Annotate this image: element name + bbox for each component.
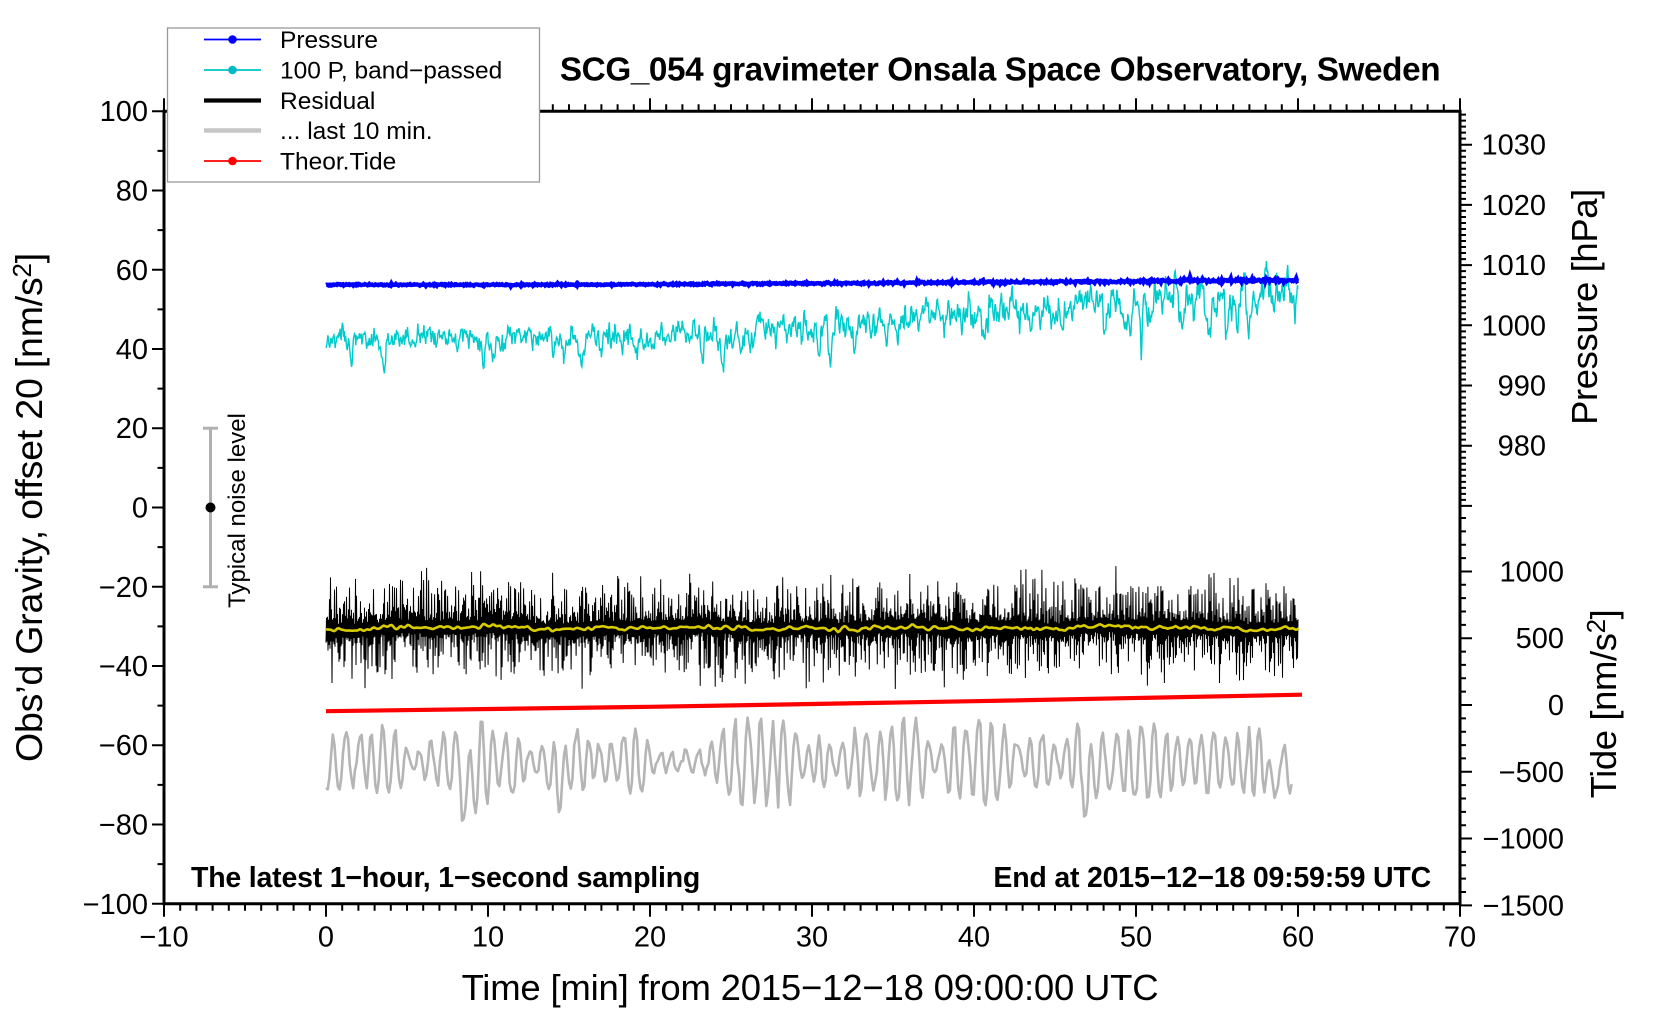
- svg-text:40: 40: [116, 334, 148, 366]
- svg-text:−80: −80: [99, 810, 148, 842]
- svg-text:Pressure: Pressure: [280, 27, 378, 54]
- svg-text:50: 50: [1120, 922, 1152, 954]
- svg-text:1000: 1000: [1499, 557, 1564, 589]
- svg-text:−40: −40: [99, 651, 148, 683]
- svg-text:20: 20: [634, 922, 666, 954]
- svg-text:−10: −10: [139, 922, 188, 954]
- svg-text:980: 980: [1498, 431, 1546, 463]
- svg-text:Time [min] from 2015−12−18 09:: Time [min] from 2015−12−18 09:00:00 UTC: [462, 967, 1159, 1008]
- svg-text:−60: −60: [99, 730, 148, 762]
- svg-text:... last 10 min.: ... last 10 min.: [280, 118, 433, 145]
- svg-text:990: 990: [1498, 371, 1546, 403]
- svg-text:−1500: −1500: [1483, 890, 1564, 922]
- svg-text:60: 60: [116, 255, 148, 287]
- svg-text:Residual: Residual: [280, 88, 375, 115]
- svg-text:60: 60: [1282, 922, 1314, 954]
- svg-text:The latest 1−hour, 1−second sa: The latest 1−hour, 1−second sampling: [191, 862, 700, 894]
- svg-text:0: 0: [318, 922, 334, 954]
- svg-text:100: 100: [100, 96, 148, 128]
- svg-text:−100: −100: [83, 889, 148, 921]
- svg-text:Pressure [hPa]: Pressure [hPa]: [1564, 189, 1605, 425]
- svg-text:30: 30: [796, 922, 828, 954]
- svg-text:Obs’d Gravity, offset 20 [nm/s: Obs’d Gravity, offset 20 [nm/s2]: [7, 253, 50, 762]
- svg-text:Theor.Tide: Theor.Tide: [280, 149, 396, 176]
- svg-text:SCG_054 gravimeter Onsala Spac: SCG_054 gravimeter Onsala Space Observat…: [560, 52, 1440, 89]
- svg-text:0: 0: [1548, 690, 1564, 722]
- svg-text:−20: −20: [99, 572, 148, 604]
- svg-text:20: 20: [116, 413, 148, 445]
- svg-text:40: 40: [958, 922, 990, 954]
- svg-text:1030: 1030: [1481, 130, 1546, 162]
- svg-text:10: 10: [472, 922, 504, 954]
- svg-text:1000: 1000: [1481, 310, 1546, 342]
- svg-text:−1000: −1000: [1483, 824, 1564, 856]
- svg-text:70: 70: [1444, 922, 1476, 954]
- svg-text:1020: 1020: [1481, 190, 1546, 222]
- svg-text:500: 500: [1516, 623, 1564, 655]
- svg-text:−500: −500: [1499, 757, 1564, 789]
- svg-text:Typical noise level: Typical noise level: [224, 413, 251, 608]
- svg-text:100 P, band−passed: 100 P, band−passed: [280, 58, 502, 85]
- svg-text:0: 0: [132, 493, 148, 525]
- svg-text:Tide [nm/s2]: Tide [nm/s2]: [1581, 610, 1624, 799]
- svg-text:1010: 1010: [1481, 250, 1546, 282]
- svg-text:80: 80: [116, 176, 148, 208]
- svg-text:End at 2015−12−18 09:59:59 UTC: End at 2015−12−18 09:59:59 UTC: [993, 862, 1431, 894]
